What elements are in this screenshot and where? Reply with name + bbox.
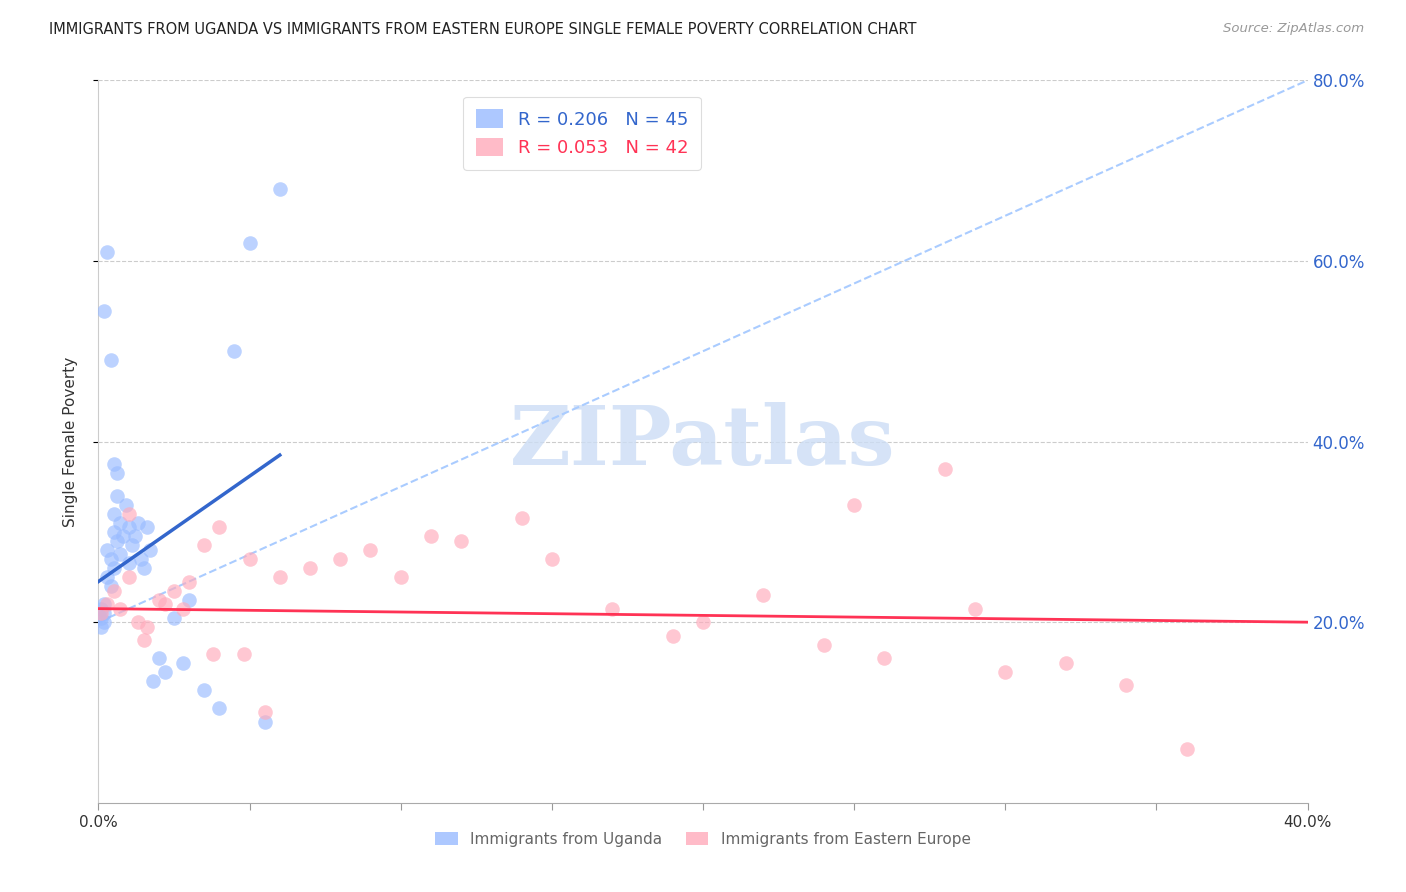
Y-axis label: Single Female Poverty: Single Female Poverty	[63, 357, 77, 526]
Point	[269, 570, 291, 584]
Point	[139, 542, 162, 557]
Point	[163, 583, 186, 598]
Point	[100, 579, 122, 593]
Point	[239, 552, 262, 566]
Point	[135, 620, 157, 634]
Point	[239, 235, 262, 250]
Point	[114, 498, 136, 512]
Point	[96, 542, 118, 557]
Point	[90, 610, 112, 624]
Point	[269, 182, 291, 196]
Point	[224, 344, 246, 359]
Point	[873, 651, 896, 665]
Point	[389, 570, 412, 584]
Point	[1115, 678, 1137, 692]
Point	[93, 606, 115, 620]
Point	[96, 244, 118, 259]
Text: IMMIGRANTS FROM UGANDA VS IMMIGRANTS FROM EASTERN EUROPE SINGLE FEMALE POVERTY C: IMMIGRANTS FROM UGANDA VS IMMIGRANTS FRO…	[49, 22, 917, 37]
Point	[153, 665, 176, 679]
Point	[994, 665, 1017, 679]
Point	[127, 516, 149, 530]
Point	[127, 615, 149, 630]
Point	[148, 592, 170, 607]
Text: ZIPatlas: ZIPatlas	[510, 401, 896, 482]
Point	[105, 466, 128, 480]
Point	[360, 542, 382, 557]
Point	[90, 601, 112, 615]
Point	[934, 461, 956, 475]
Point	[103, 507, 125, 521]
Point	[172, 601, 194, 615]
Point	[752, 588, 775, 602]
Point	[208, 701, 231, 715]
Point	[118, 570, 141, 584]
Point	[118, 520, 141, 534]
Point	[105, 533, 128, 548]
Point	[103, 457, 125, 471]
Point	[118, 557, 141, 571]
Point	[602, 601, 624, 615]
Point	[540, 552, 562, 566]
Point	[202, 647, 225, 661]
Point	[93, 615, 115, 630]
Point	[420, 529, 443, 543]
Point	[193, 682, 215, 697]
Point	[661, 629, 683, 643]
Point	[121, 538, 143, 552]
Point	[1054, 656, 1077, 670]
Point	[93, 597, 115, 611]
Point	[132, 633, 155, 648]
Point	[153, 597, 176, 611]
Point	[103, 524, 125, 539]
Point	[163, 610, 186, 624]
Point	[105, 489, 128, 503]
Point	[90, 606, 112, 620]
Text: Source: ZipAtlas.com: Source: ZipAtlas.com	[1223, 22, 1364, 36]
Point	[90, 620, 112, 634]
Point	[111, 529, 134, 543]
Point	[179, 574, 201, 589]
Point	[108, 516, 131, 530]
Legend: Immigrants from Uganda, Immigrants from Eastern Europe: Immigrants from Uganda, Immigrants from …	[429, 826, 977, 853]
Point	[135, 520, 157, 534]
Point	[96, 597, 118, 611]
Point	[253, 706, 276, 720]
Point	[232, 647, 254, 661]
Point	[96, 570, 118, 584]
Point	[100, 353, 122, 368]
Point	[253, 714, 276, 729]
Point	[813, 638, 835, 652]
Point	[193, 538, 215, 552]
Point	[132, 561, 155, 575]
Point	[129, 552, 152, 566]
Point	[108, 548, 131, 562]
Point	[1175, 741, 1198, 756]
Point	[103, 583, 125, 598]
Point	[93, 303, 115, 318]
Point	[692, 615, 714, 630]
Point	[124, 529, 146, 543]
Point	[965, 601, 987, 615]
Point	[100, 552, 122, 566]
Point	[103, 561, 125, 575]
Point	[329, 552, 352, 566]
Point	[208, 520, 231, 534]
Point	[299, 561, 322, 575]
Point	[108, 601, 131, 615]
Point	[450, 533, 472, 548]
Point	[172, 656, 194, 670]
Point	[510, 511, 533, 525]
Point	[844, 498, 866, 512]
Point	[179, 592, 201, 607]
Point	[142, 673, 165, 688]
Point	[118, 507, 141, 521]
Point	[148, 651, 170, 665]
